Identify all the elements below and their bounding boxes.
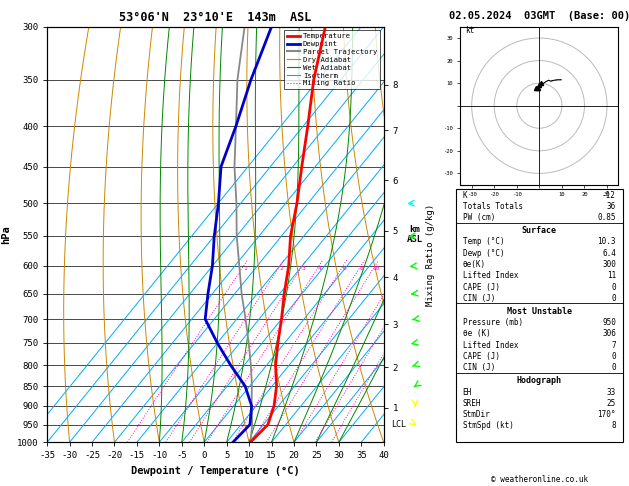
Text: K: K	[463, 191, 467, 200]
Text: 33: 33	[607, 387, 616, 397]
Text: EH: EH	[463, 387, 472, 397]
Text: 25: 25	[607, 399, 616, 408]
Text: Lifted Index: Lifted Index	[463, 341, 518, 350]
Text: 11: 11	[607, 271, 616, 280]
Text: CAPE (J): CAPE (J)	[463, 282, 499, 292]
Text: © weatheronline.co.uk: © weatheronline.co.uk	[491, 474, 588, 484]
Text: StmDir: StmDir	[463, 410, 491, 419]
Text: Most Unstable: Most Unstable	[507, 307, 572, 316]
Text: 2: 2	[279, 266, 283, 271]
Text: 6: 6	[342, 266, 346, 271]
Text: 0: 0	[611, 352, 616, 361]
Y-axis label: hPa: hPa	[1, 225, 11, 244]
Text: 02.05.2024  03GMT  (Base: 00): 02.05.2024 03GMT (Base: 00)	[448, 11, 629, 21]
Title: 53°06'N  23°10'E  143m  ASL: 53°06'N 23°10'E 143m ASL	[120, 11, 311, 24]
Text: 10.3: 10.3	[598, 238, 616, 246]
Text: 950: 950	[602, 318, 616, 327]
X-axis label: Dewpoint / Temperature (°C): Dewpoint / Temperature (°C)	[131, 466, 300, 476]
Text: 0: 0	[611, 282, 616, 292]
Text: 306: 306	[602, 330, 616, 338]
Text: 36: 36	[607, 202, 616, 211]
Text: 10: 10	[372, 266, 380, 271]
Text: 300: 300	[602, 260, 616, 269]
Text: SREH: SREH	[463, 399, 481, 408]
Text: 6.4: 6.4	[602, 249, 616, 258]
Text: Pressure (mb): Pressure (mb)	[463, 318, 523, 327]
Text: Temp (°C): Temp (°C)	[463, 238, 504, 246]
Legend: Temperature, Dewpoint, Parcel Trajectory, Dry Adiabat, Wet Adiabat, Isotherm, Mi: Temperature, Dewpoint, Parcel Trajectory…	[284, 30, 380, 89]
Text: 3: 3	[302, 266, 305, 271]
Text: 8: 8	[360, 266, 364, 271]
Text: -12: -12	[602, 191, 616, 200]
Text: CIN (J): CIN (J)	[463, 363, 495, 372]
Text: CAPE (J): CAPE (J)	[463, 352, 499, 361]
Text: θe(K): θe(K)	[463, 260, 486, 269]
Text: Mixing Ratio (g/kg): Mixing Ratio (g/kg)	[426, 204, 435, 306]
Text: PW (cm): PW (cm)	[463, 213, 495, 222]
Text: 0: 0	[611, 294, 616, 303]
Y-axis label: km
ASL: km ASL	[407, 225, 423, 244]
Text: 0.85: 0.85	[598, 213, 616, 222]
Text: 170°: 170°	[598, 410, 616, 419]
Text: kt: kt	[465, 27, 474, 35]
Text: Dewp (°C): Dewp (°C)	[463, 249, 504, 258]
Text: CIN (J): CIN (J)	[463, 294, 495, 303]
Text: 7: 7	[611, 341, 616, 350]
Text: 4: 4	[318, 266, 322, 271]
Text: Lifted Index: Lifted Index	[463, 271, 518, 280]
Text: LCL: LCL	[391, 420, 406, 429]
Text: Hodograph: Hodograph	[517, 376, 562, 385]
Text: 8: 8	[611, 421, 616, 431]
Text: θe (K): θe (K)	[463, 330, 491, 338]
Text: Totals Totals: Totals Totals	[463, 202, 523, 211]
Text: StmSpd (kt): StmSpd (kt)	[463, 421, 513, 431]
Text: 0: 0	[611, 363, 616, 372]
Text: 1: 1	[243, 266, 247, 271]
Text: Surface: Surface	[522, 226, 557, 235]
